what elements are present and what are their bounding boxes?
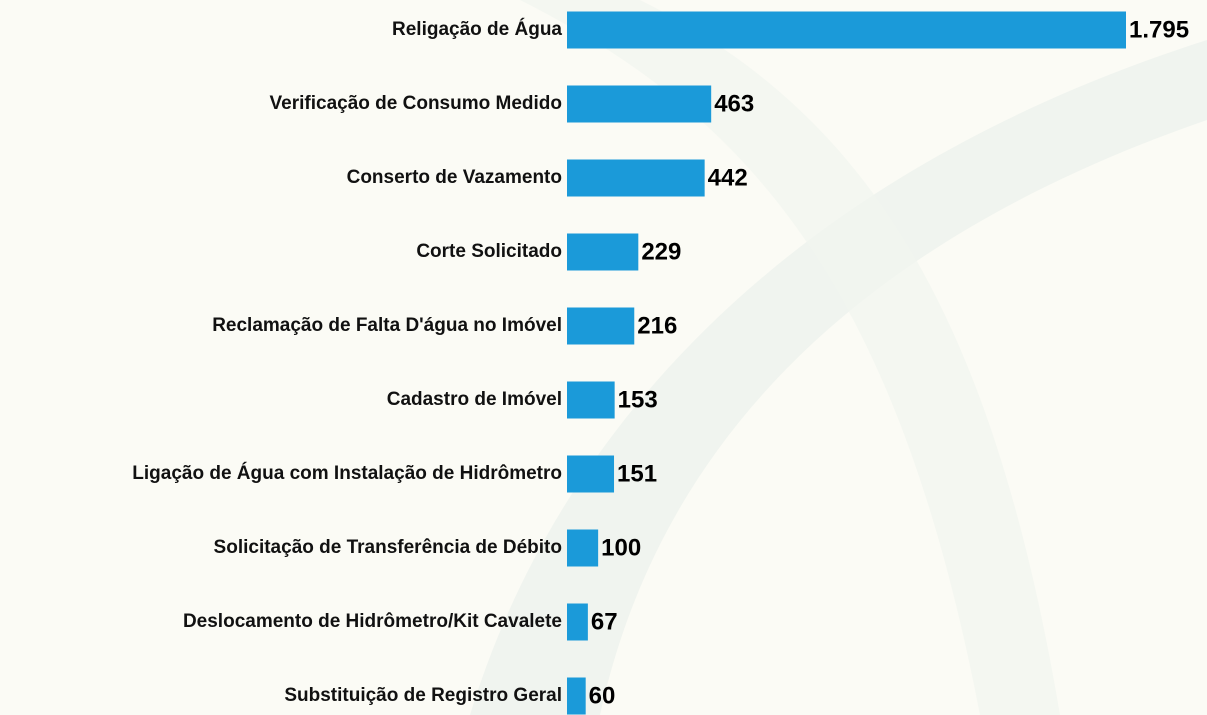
- bar: [567, 455, 615, 493]
- category-label: Reclamação de Falta D'água no Imóvel: [212, 315, 562, 336]
- value-label: 100: [601, 534, 641, 561]
- category-label: Conserto de Vazamento: [347, 167, 562, 188]
- value-label: 151: [617, 460, 657, 487]
- value-label: 216: [637, 312, 677, 339]
- category-label: Cadastro de Imóvel: [387, 389, 562, 410]
- category-label: Corte Solicitado: [416, 241, 562, 262]
- bar: [567, 307, 635, 345]
- background-arc: [470, 40, 1207, 715]
- plot-area: Religação de Água 1.795 Verificação de Con…: [132, 11, 1189, 715]
- category-label: Substituição de Registro Geral: [284, 685, 562, 706]
- bar: [567, 381, 615, 419]
- bar: [567, 233, 639, 271]
- value-label: 463: [714, 90, 754, 117]
- value-label: 153: [618, 386, 658, 413]
- bar: [567, 11, 1126, 49]
- background-arc: [520, 0, 1060, 715]
- category-label: Ligação de Água com Instalação de Hidrôm…: [132, 462, 562, 484]
- bar: [567, 529, 599, 567]
- value-label: 1.795: [1129, 16, 1189, 43]
- category-label: Verificação de Consumo Medido: [270, 93, 562, 114]
- bar: [567, 677, 586, 715]
- bar: [567, 85, 712, 123]
- value-label: 229: [641, 238, 681, 265]
- value-label: 67: [591, 608, 618, 635]
- value-label: 60: [589, 682, 616, 709]
- category-label: Religação de Água: [392, 18, 562, 40]
- category-label: Deslocamento de Hidrômetro/Kit Cavalete: [183, 611, 562, 632]
- value-label: 442: [708, 164, 748, 191]
- bar: [567, 603, 588, 641]
- bar: [567, 159, 705, 197]
- category-label: Solicitação de Transferência de Débito: [214, 537, 562, 558]
